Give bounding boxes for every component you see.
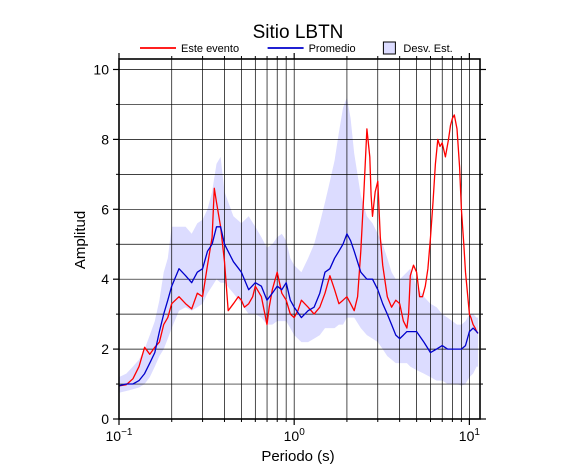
axes-frame [118,58,481,420]
x-tick-label: 10−1 [106,427,133,444]
y-tick-label: 6 [101,201,109,217]
y-tick-label: 2 [101,341,109,357]
chart-title: Sitio LBTN [253,22,344,43]
grid-layer [118,59,480,419]
y-tick-label: 10 [93,61,109,77]
y-axis-ticks: 0 2 4 6 8 10 [93,61,486,427]
y-tick-label: 0 [101,411,109,427]
std-band-area [119,97,478,393]
series-line-este-evento [118,114,479,387]
y-tick-label: 8 [101,131,109,147]
y-axis-label: Amplitud [72,211,89,269]
series-layer [118,114,479,387]
x-tick-label: 100 [284,427,306,444]
y-tick-label: 4 [101,271,109,287]
series-line-promedio [118,226,479,387]
legend-item-promedio-label: Promedio [309,43,356,55]
legend-item-desv-est--label: Desv. Est. [403,43,452,55]
plot-border [118,58,481,420]
x-axis-ticks: 10−1 100 101 [106,53,481,444]
legend: Este evento Promedio Desv. Est. [140,41,453,55]
legend-item-desv-est--swatch [382,41,396,55]
x-axis-label: Periodo (s) [261,448,334,465]
std-band-layer [119,97,478,393]
x-tick-label: 101 [459,427,481,444]
legend-item-este-evento-label: Este evento [181,43,239,55]
